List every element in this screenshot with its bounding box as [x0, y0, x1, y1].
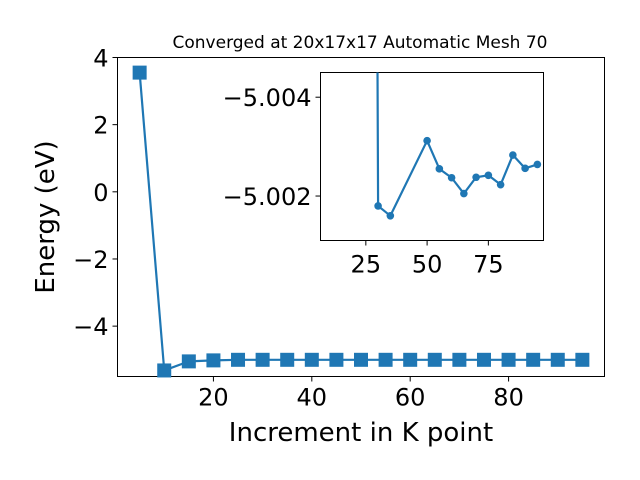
main-data-point	[329, 352, 344, 367]
chart-title: Converged at 20x17x17 Automatic Mesh 70	[173, 33, 548, 53]
inset-axes: 25 50 75 −5.004 −5.002	[223, 72, 544, 279]
main-y-tick-label: −2	[73, 246, 108, 274]
main-x-tick-label: 60	[395, 384, 426, 412]
main-x-ticks: 20 40 60 80	[198, 376, 524, 412]
inset-y-tick-label: −5.002	[223, 183, 312, 211]
inset-data-point	[496, 180, 505, 189]
inset-data-point	[509, 151, 517, 159]
main-data-point	[255, 352, 270, 367]
x-axis-label: Increment in K point	[229, 418, 493, 448]
main-data-point	[132, 65, 147, 80]
main-y-tick-label: −4	[73, 313, 108, 341]
inset-data-point	[472, 173, 480, 182]
inset-data-point	[435, 165, 444, 173]
main-y-tick-label: 2	[93, 112, 108, 140]
y-axis-label: Energy (eV)	[31, 140, 61, 293]
main-data-point	[354, 352, 368, 367]
main-data-point	[378, 352, 393, 367]
main-data-point	[501, 352, 516, 367]
main-x-tick-label: 80	[493, 384, 524, 412]
main-y-tick-label: 4	[93, 45, 108, 73]
main-data-point	[157, 363, 172, 378]
main-series	[132, 65, 590, 378]
main-data-point	[575, 352, 590, 367]
inset-y-tick-label: −5.004	[223, 84, 312, 112]
main-data-point	[452, 352, 467, 367]
inset-data-point	[423, 136, 431, 145]
inset-data-point	[374, 202, 382, 210]
inset-y-ticks: −5.004 −5.002	[223, 84, 321, 211]
inset-x-tick-label: 50	[412, 251, 443, 279]
inset-data-point	[447, 173, 456, 182]
main-data-point	[550, 352, 565, 367]
main-data-point	[526, 352, 541, 367]
inset-x-ticks: 25 50 75	[351, 240, 504, 279]
main-data-point	[181, 354, 196, 369]
main-axes: 20 40 60 80 420−2−4	[73, 45, 605, 412]
main-data-point	[280, 352, 295, 367]
inset-x-tick-label: 25	[351, 251, 382, 279]
inset-background	[320, 72, 544, 241]
main-data-point	[206, 353, 221, 368]
main-data-point	[304, 352, 319, 367]
inset-data-point	[460, 189, 468, 198]
main-x-tick-label: 20	[198, 384, 229, 412]
main-x-tick-label: 40	[297, 384, 328, 412]
inset-data-point	[484, 171, 493, 180]
inset-data-point	[386, 211, 395, 220]
inset-x-tick-label: 75	[473, 251, 504, 279]
inset-data-point	[521, 164, 529, 173]
inset-series	[374, 72, 542, 220]
main-y-tick-label: 0	[93, 179, 108, 207]
main-data-point	[476, 352, 491, 367]
main-data-point	[231, 352, 246, 367]
main-data-point	[427, 352, 442, 367]
inset-data-point	[533, 160, 542, 169]
main-data-point	[403, 352, 418, 367]
main-y-ticks: 4 2 0 −2 −4	[73, 45, 118, 341]
main-plot-frame	[117, 57, 605, 377]
